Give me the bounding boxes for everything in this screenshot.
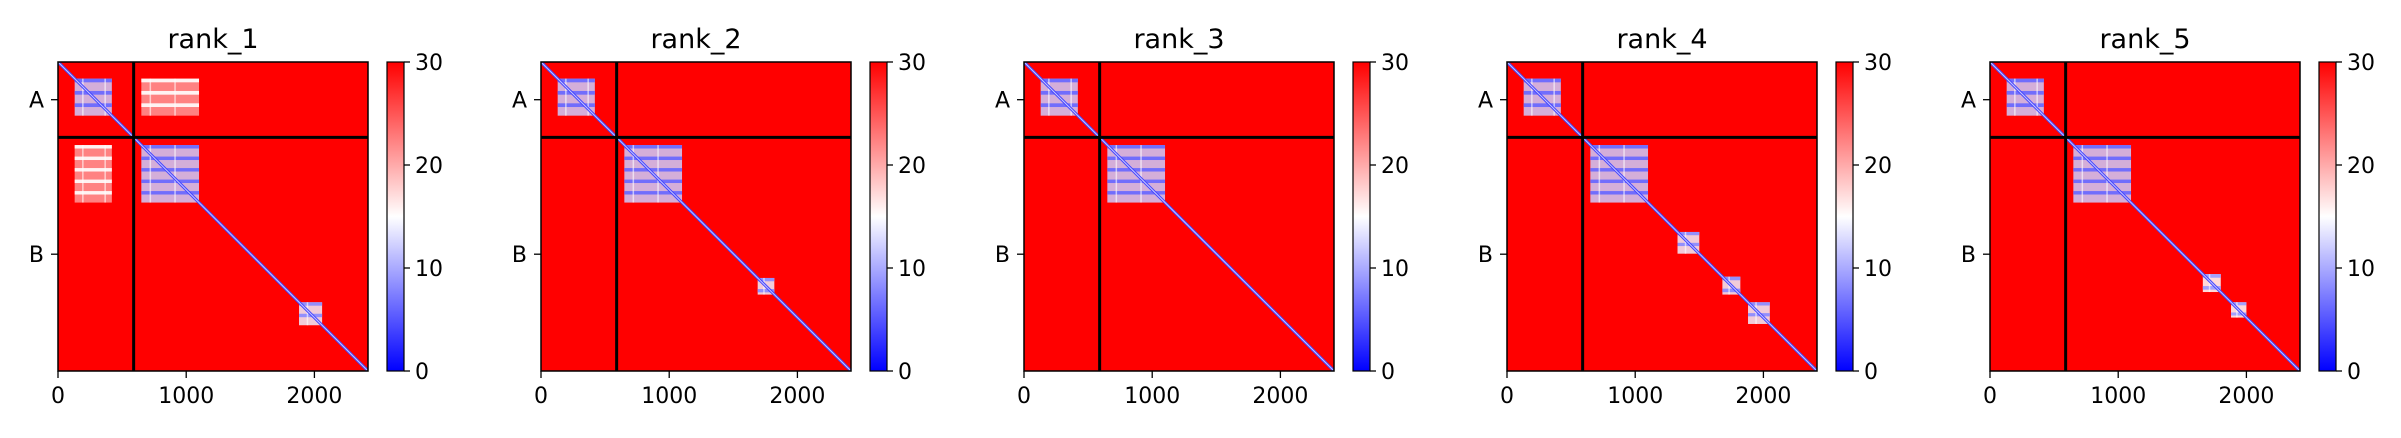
panel-2: rank_2 0 1000 2000 A B 0 10 20 30 [512, 24, 926, 409]
colorbar-tick-label: 10 [415, 257, 443, 282]
y-tick-label: A [512, 89, 527, 114]
colorbar-tick-label: 0 [1381, 360, 1395, 385]
colorbar-tick-label: 30 [1381, 51, 1409, 76]
x-tick-label: 2000 [286, 384, 342, 409]
panel-title: rank_4 [1616, 24, 1707, 55]
x-tick-label: 0 [534, 384, 548, 409]
colorbar: 0 10 20 30 [869, 51, 926, 385]
colorbar: 0 10 20 30 [1835, 51, 1892, 385]
colorbar-tick-label: 0 [415, 360, 429, 385]
axes-frame [1506, 61, 1818, 372]
colorbar-tick-label: 20 [2347, 154, 2375, 179]
x-tick-label: 0 [1500, 384, 1514, 409]
x-tick-label: 1000 [2090, 384, 2146, 409]
colorbar-tick-label: 30 [415, 51, 443, 76]
heatmap-image [1990, 62, 2300, 371]
colorbar-tick-label: 10 [1864, 257, 1892, 282]
panel-title: rank_5 [2099, 24, 2190, 55]
colorbar-tick-label: 20 [415, 154, 443, 179]
colorbar: 0 10 20 30 [1352, 51, 1409, 385]
x-tick-label: 0 [51, 384, 65, 409]
colorbar-tick-label: 20 [1381, 154, 1409, 179]
x-tick-label: 0 [1983, 384, 1997, 409]
colorbar-gradient [1352, 61, 1371, 372]
x-tick-label: 1000 [641, 384, 697, 409]
colorbar-tick-label: 10 [2347, 257, 2375, 282]
heatmap-blob [141, 78, 200, 116]
colorbar-tick-label: 20 [1864, 154, 1892, 179]
x-tick-label: 0 [1017, 384, 1031, 409]
axes-frame [1989, 61, 2301, 372]
colorbar-tick-label: 30 [898, 51, 926, 76]
x-tick-label: 2000 [769, 384, 825, 409]
panel-4: rank_4 0 1000 2000 A B 0 10 20 30 [1478, 24, 1892, 409]
colorbar-tick-label: 0 [2347, 360, 2361, 385]
colorbar-tick-label: 30 [2347, 51, 2375, 76]
axes-frame [57, 61, 369, 372]
panel-title: rank_1 [167, 24, 258, 55]
axes-frame [1023, 61, 1335, 372]
colorbar-gradient [386, 61, 405, 372]
axes-frame [540, 61, 852, 372]
panel-3: rank_3 0 1000 2000 A B 0 10 20 30 [995, 24, 1409, 409]
colorbar-tick-label: 20 [898, 154, 926, 179]
colorbar-tick-label: 10 [1381, 257, 1409, 282]
x-tick-label: 2000 [1252, 384, 1308, 409]
x-tick-label: 2000 [2218, 384, 2274, 409]
heatmap-image [1507, 62, 1817, 371]
panel-title: rank_3 [1133, 24, 1224, 55]
colorbar-tick-label: 0 [898, 360, 912, 385]
colorbar: 0 10 20 30 [386, 51, 443, 385]
y-tick-label: B [1478, 243, 1493, 268]
colorbar-tick-label: 10 [898, 257, 926, 282]
x-tick-label: 1000 [158, 384, 214, 409]
panel-title: rank_2 [650, 24, 741, 55]
colorbar-tick-label: 30 [1864, 51, 1892, 76]
colorbar-tick-label: 0 [1864, 360, 1878, 385]
y-tick-label: A [1478, 89, 1493, 114]
panel-1: rank_1 0 1000 2000 A B 0 10 20 30 [29, 24, 443, 409]
panel-5: rank_5 0 1000 2000 A B 0 10 20 30 [1961, 24, 2375, 409]
y-tick-label: B [995, 243, 1010, 268]
heatmap-blob [74, 145, 112, 203]
y-tick-label: A [29, 89, 44, 114]
colorbar-gradient [1835, 61, 1854, 372]
colorbar: 0 10 20 30 [2318, 51, 2375, 385]
y-tick-label: A [995, 89, 1010, 114]
y-tick-label: B [1961, 243, 1976, 268]
heatmap-image [1024, 62, 1334, 371]
y-tick-label: A [1961, 89, 1976, 114]
x-tick-label: 2000 [1735, 384, 1791, 409]
x-tick-label: 1000 [1124, 384, 1180, 409]
heatmap-image [541, 62, 851, 371]
y-tick-label: B [512, 243, 527, 268]
colorbar-gradient [869, 61, 888, 372]
colorbar-gradient [2318, 61, 2337, 372]
y-tick-label: B [29, 243, 44, 268]
heatmap-image [58, 62, 368, 371]
x-tick-label: 1000 [1607, 384, 1663, 409]
